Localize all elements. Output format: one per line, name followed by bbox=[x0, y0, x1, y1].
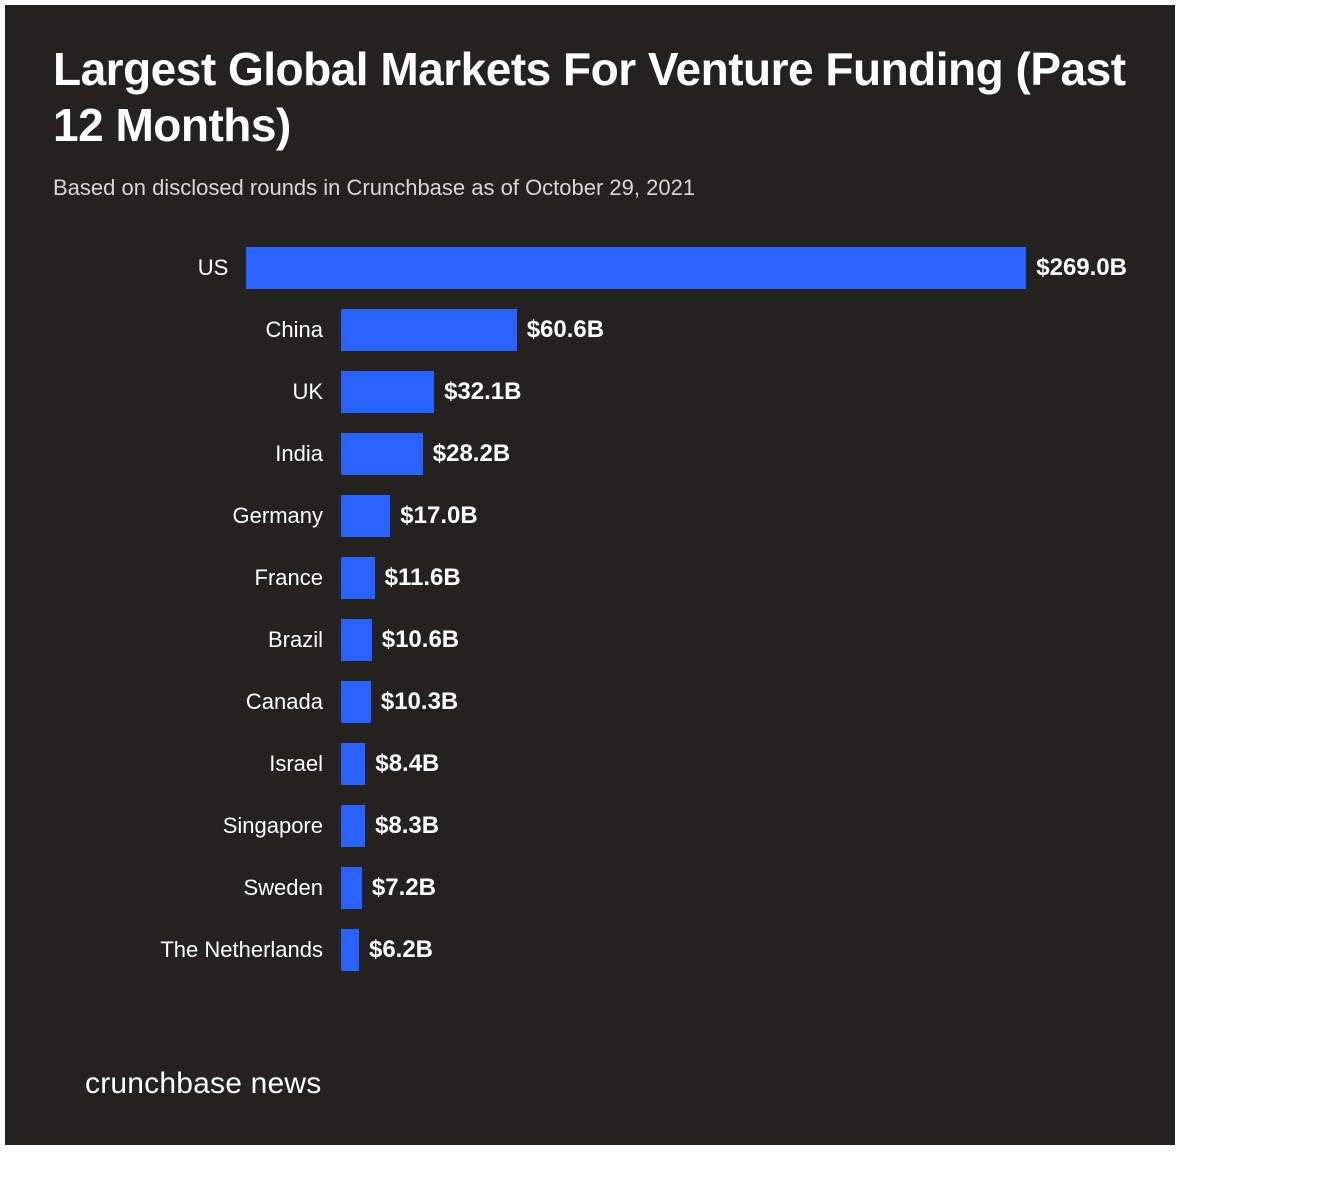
bar-row: The Netherlands $6.2B bbox=[53, 919, 1127, 981]
chart-panel: Largest Global Markets For Venture Fundi… bbox=[5, 5, 1175, 1145]
value-label: $269.0B bbox=[1036, 254, 1127, 282]
bar-row: Brazil $10.6B bbox=[53, 609, 1127, 671]
category-label: Singapore bbox=[53, 813, 341, 839]
bar bbox=[341, 557, 375, 599]
value-label: $60.6B bbox=[527, 316, 604, 344]
chart-title: Largest Global Markets For Venture Fundi… bbox=[53, 41, 1127, 153]
bar bbox=[246, 247, 1026, 289]
bar-wrap: $28.2B bbox=[341, 433, 1127, 475]
bar bbox=[341, 681, 371, 723]
bar-row: Sweden $7.2B bbox=[53, 857, 1127, 919]
bar-row: Canada $10.3B bbox=[53, 671, 1127, 733]
category-label: China bbox=[53, 317, 341, 343]
bar bbox=[341, 495, 390, 537]
bar bbox=[341, 371, 434, 413]
category-label: Sweden bbox=[53, 875, 341, 901]
bar bbox=[341, 805, 365, 847]
bar-wrap: $7.2B bbox=[341, 867, 1127, 909]
category-label: US bbox=[53, 255, 246, 281]
bar-wrap: $8.4B bbox=[341, 743, 1127, 785]
bar-chart: US $269.0B China $60.6B UK $32.1B India $28.2B G… bbox=[53, 237, 1127, 981]
bar-row: Germany $17.0B bbox=[53, 485, 1127, 547]
value-label: $11.6B bbox=[385, 564, 461, 592]
bar bbox=[341, 743, 365, 785]
bar bbox=[341, 433, 423, 475]
bar-row: Singapore $8.3B bbox=[53, 795, 1127, 857]
bar-row: UK $32.1B bbox=[53, 361, 1127, 423]
bar-wrap: $10.6B bbox=[341, 619, 1127, 661]
category-label: Germany bbox=[53, 503, 341, 529]
bar-row: US $269.0B bbox=[53, 237, 1127, 299]
value-label: $7.2B bbox=[372, 874, 436, 902]
bar-wrap: $32.1B bbox=[341, 371, 1127, 413]
value-label: $28.2B bbox=[433, 440, 510, 468]
chart-footer: crunchbase news bbox=[85, 1067, 321, 1101]
bar bbox=[341, 309, 517, 351]
value-label: $8.4B bbox=[375, 750, 439, 778]
value-label: $32.1B bbox=[444, 378, 521, 406]
category-label: India bbox=[53, 441, 341, 467]
value-label: $8.3B bbox=[375, 812, 439, 840]
category-label: Canada bbox=[53, 689, 341, 715]
bar-wrap: $6.2B bbox=[341, 929, 1127, 971]
bar-row: France $11.6B bbox=[53, 547, 1127, 609]
bar bbox=[341, 929, 359, 971]
bar-wrap: $17.0B bbox=[341, 495, 1127, 537]
value-label: $17.0B bbox=[400, 502, 477, 530]
category-label: France bbox=[53, 565, 341, 591]
bar-wrap: $60.6B bbox=[341, 309, 1127, 351]
bar-row: Israel $8.4B bbox=[53, 733, 1127, 795]
value-label: $6.2B bbox=[369, 936, 433, 964]
value-label: $10.3B bbox=[381, 688, 458, 716]
bar bbox=[341, 619, 372, 661]
bar-row: China $60.6B bbox=[53, 299, 1127, 361]
bar bbox=[341, 867, 362, 909]
bar-wrap: $10.3B bbox=[341, 681, 1127, 723]
category-label: UK bbox=[53, 379, 341, 405]
chart-subtitle: Based on disclosed rounds in Crunchbase … bbox=[53, 175, 1127, 201]
category-label: Israel bbox=[53, 751, 341, 777]
bar-row: India $28.2B bbox=[53, 423, 1127, 485]
bar-wrap: $11.6B bbox=[341, 557, 1127, 599]
bar-wrap: $269.0B bbox=[246, 247, 1127, 289]
bar-wrap: $8.3B bbox=[341, 805, 1127, 847]
category-label: Brazil bbox=[53, 627, 341, 653]
category-label: The Netherlands bbox=[53, 937, 341, 963]
value-label: $10.6B bbox=[382, 626, 459, 654]
